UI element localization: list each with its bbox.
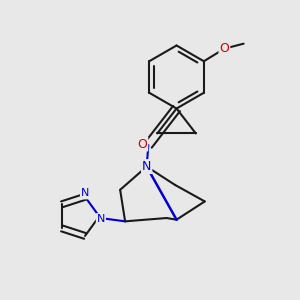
Text: O: O (137, 137, 147, 151)
Text: O: O (220, 42, 229, 55)
Text: N: N (81, 188, 89, 199)
Text: N: N (142, 160, 152, 173)
Text: N: N (97, 214, 105, 224)
